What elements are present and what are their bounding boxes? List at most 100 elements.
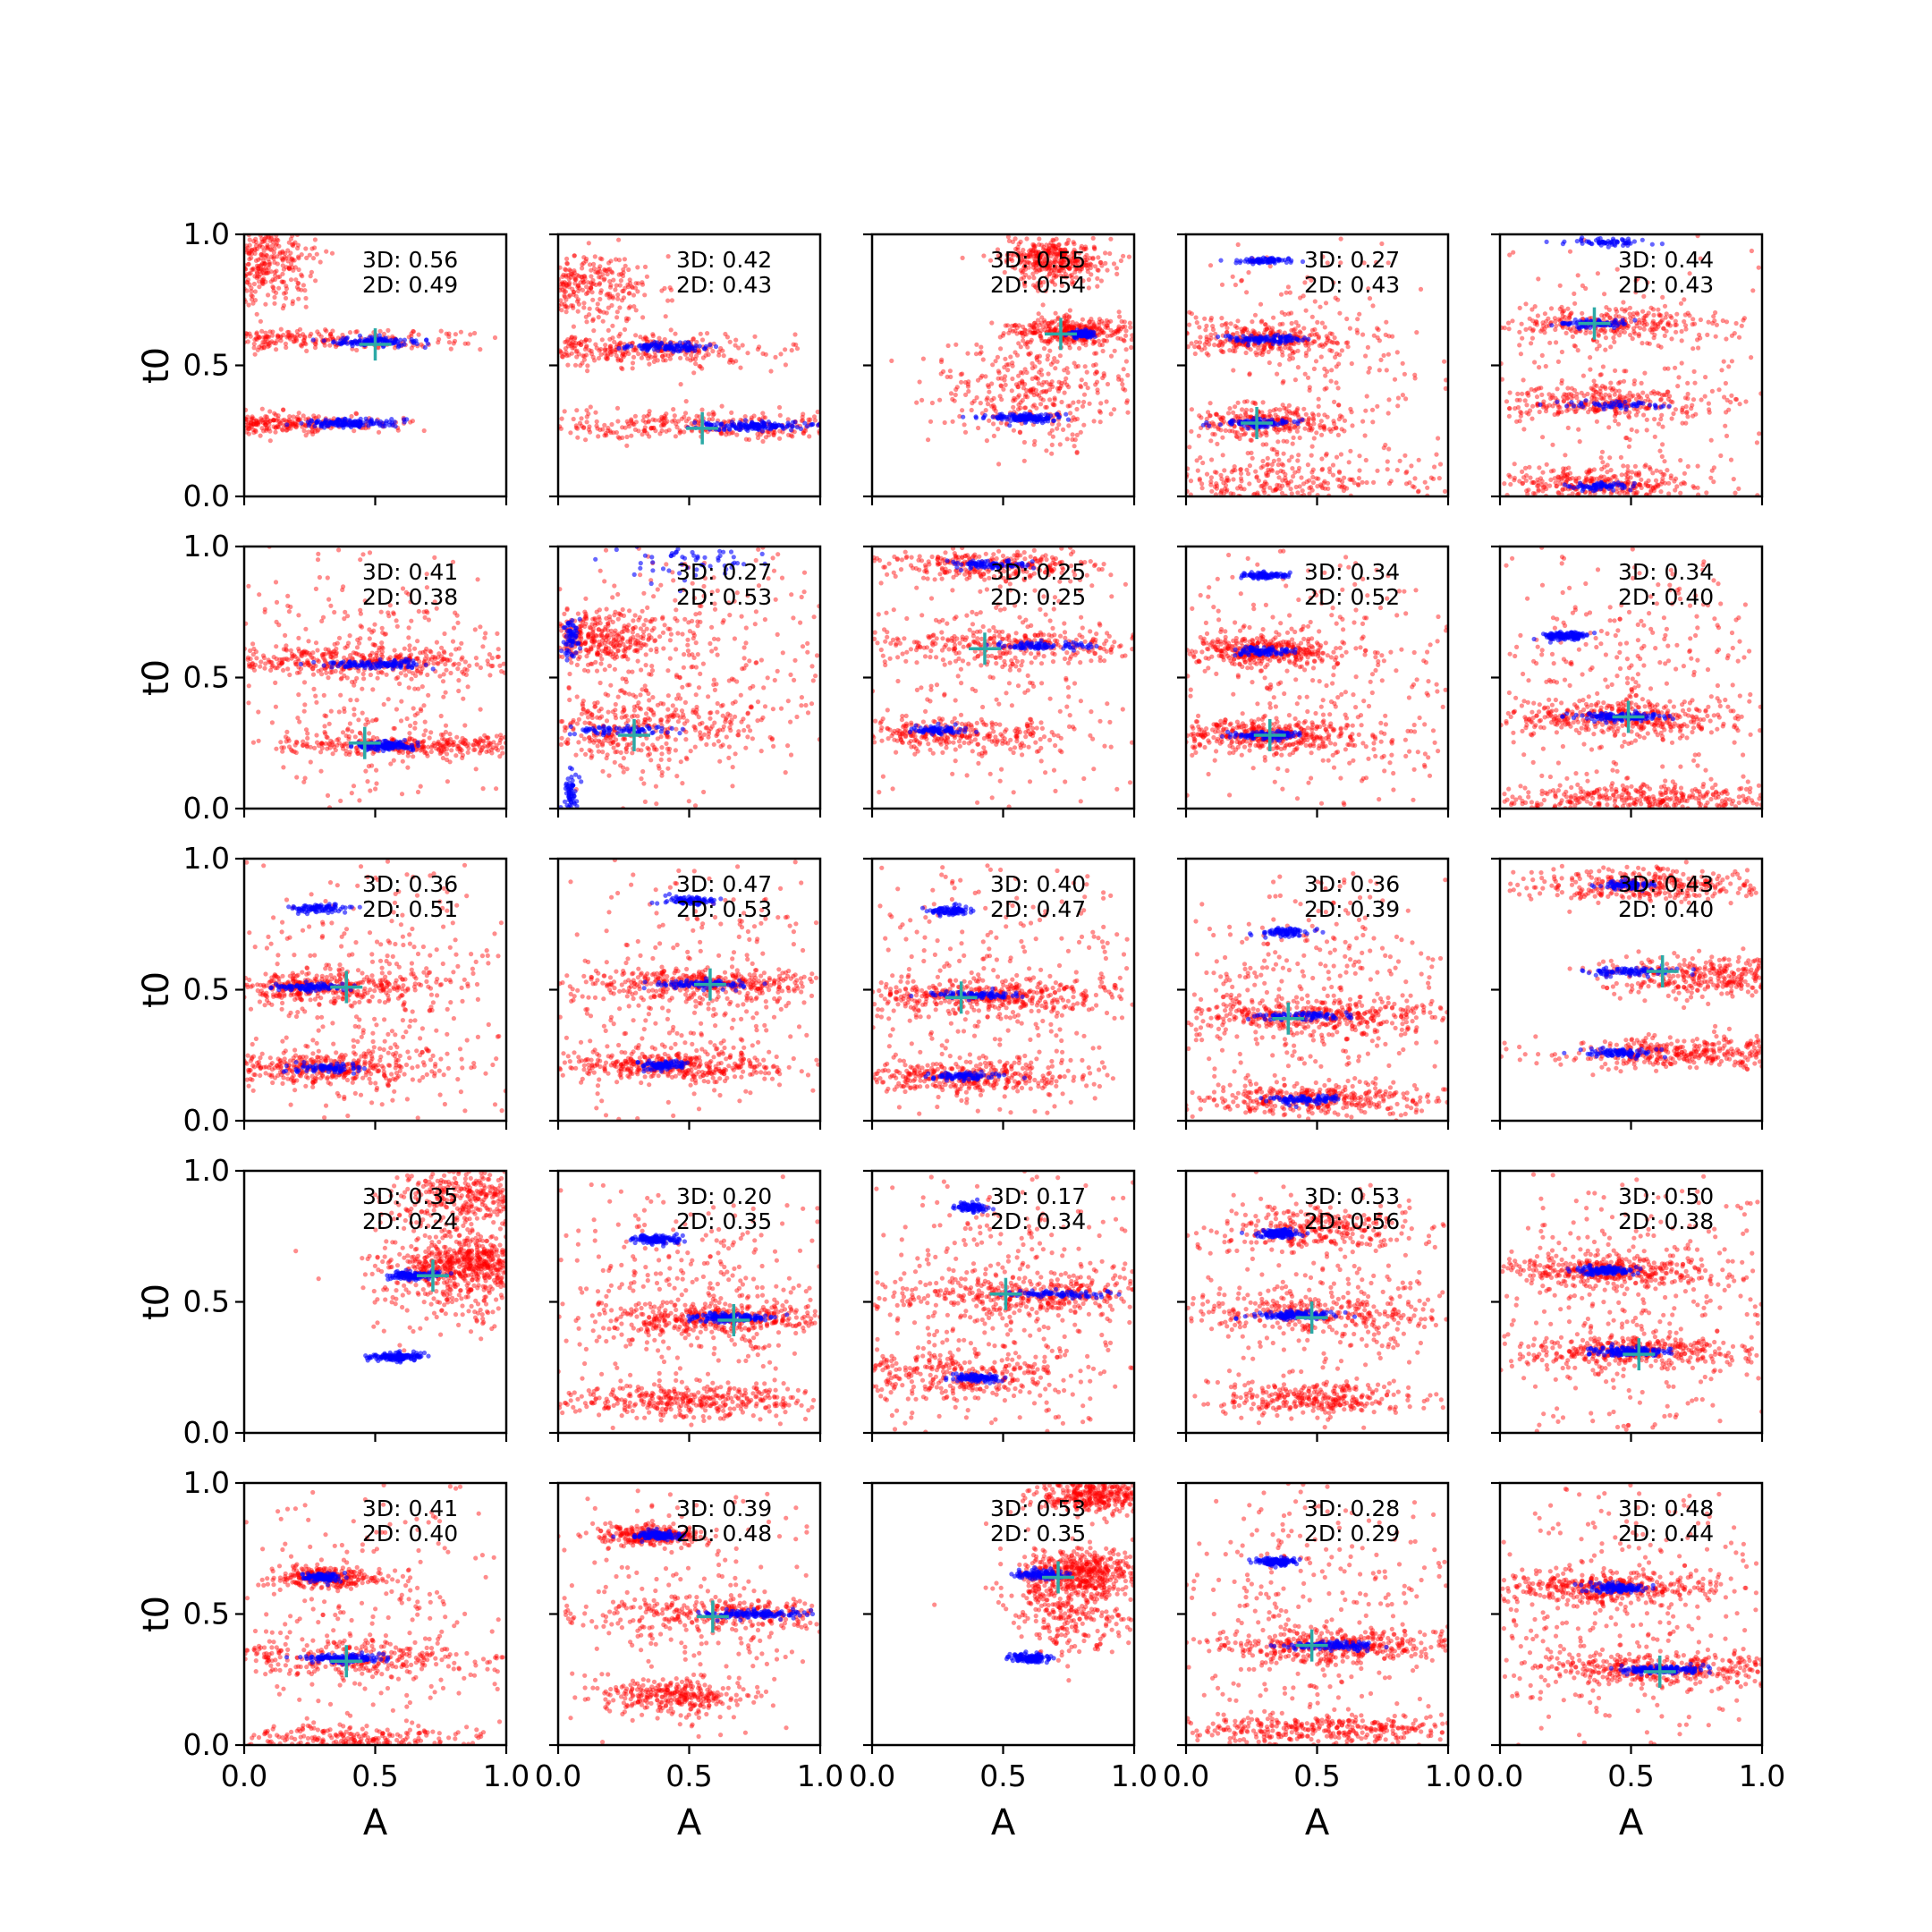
proposal-point [729,357,734,363]
proposal-point [622,326,628,332]
proposal-point [1077,345,1082,351]
proposal-point [1047,348,1053,353]
proposal-point [571,340,576,345]
proposal-point [1316,476,1321,481]
proposal-point [268,269,274,275]
proposal-point [1054,274,1059,279]
proposal-point [1293,484,1299,490]
proposal-point [751,413,757,419]
proposal-point [263,414,268,419]
proposal-point [1605,476,1611,482]
proposal-point [1028,254,1033,259]
proposal-point [699,337,706,343]
proposal-point [1400,360,1405,366]
proposal-point [279,279,284,284]
proposal-point [580,266,585,271]
proposal-point [252,246,258,251]
proposal-point [1651,312,1657,318]
proposal-point [254,420,259,426]
proposal-point [640,336,647,342]
proposal-point [252,337,258,343]
proposal-point [653,353,658,359]
proposal-point [727,339,733,344]
proposal-point [410,419,415,424]
proposal-point [1044,266,1050,271]
proposal-point [1022,284,1028,289]
proposal-point [745,351,750,356]
proposal-point [1064,259,1070,265]
proposal-point [1277,322,1283,327]
proposal-point [1286,311,1292,317]
proposal-point [453,332,458,337]
proposal-point [1214,483,1220,488]
proposal-point [250,301,256,306]
proposal-point [1237,436,1242,442]
proposal-point [1259,318,1265,324]
proposal-point [1212,470,1217,475]
proposal-point [1018,400,1023,405]
proposal-point [302,422,308,428]
proposal-point [1058,247,1063,252]
proposal-point [674,425,680,430]
proposal-point [1303,343,1309,348]
proposal-point [786,432,792,437]
proposal-point [249,251,255,257]
proposal-point [1277,407,1283,412]
proposal-point [256,419,261,425]
proposal-point [1044,324,1049,329]
proposal-point [1682,470,1687,476]
proposal-point [560,354,565,360]
proposal-point [1557,405,1563,411]
proposal-point [1029,323,1034,328]
proposal-point [1015,394,1021,400]
proposal-point [1314,476,1319,481]
proposal-point [1034,253,1039,258]
proposal-point [1626,397,1632,402]
proposal-point [1043,261,1049,267]
proposal-point [564,297,569,302]
proposal-point [950,396,955,402]
proposal-point [419,342,424,347]
proposal-point [564,267,569,273]
proposal-point [304,255,309,260]
proposal-point [452,338,458,343]
proposal-point [614,309,620,315]
proposal-point [1021,259,1028,265]
proposal-point [1379,241,1385,247]
proposal-point [263,234,268,240]
proposal-point [611,277,616,283]
proposal-point [1046,254,1051,259]
proposal-point [1040,247,1046,252]
proposal-point [1083,244,1089,250]
proposal-point [602,276,607,282]
proposal-point [1318,304,1323,309]
proposal-point [1436,436,1441,441]
proposal-point [1038,279,1043,285]
proposal-point [1320,466,1326,472]
proposal-point [1639,477,1644,482]
proposal-point [1051,270,1056,275]
proposal-point [1273,428,1278,433]
proposal-point [271,288,276,293]
proposal-point [595,301,600,307]
proposal-point [1045,262,1050,268]
proposal-point [272,411,277,416]
proposal-point [1395,395,1401,401]
proposal-point [1015,385,1021,390]
proposal-point [1023,272,1029,277]
proposal-point [1097,409,1102,414]
proposal-point [596,270,601,275]
proposal-point [1312,332,1318,337]
proposal-point [1291,327,1296,333]
proposal-point [1069,339,1074,344]
proposal-point [395,428,401,433]
proposal-point [377,328,383,334]
proposal-point [1664,328,1669,334]
proposal-point [730,430,736,436]
proposal-point [584,408,589,413]
proposal-point [1027,260,1032,266]
posterior-point [1265,424,1270,429]
proposal-point [255,271,260,276]
proposal-point [1006,257,1012,262]
proposal-point [569,351,574,356]
